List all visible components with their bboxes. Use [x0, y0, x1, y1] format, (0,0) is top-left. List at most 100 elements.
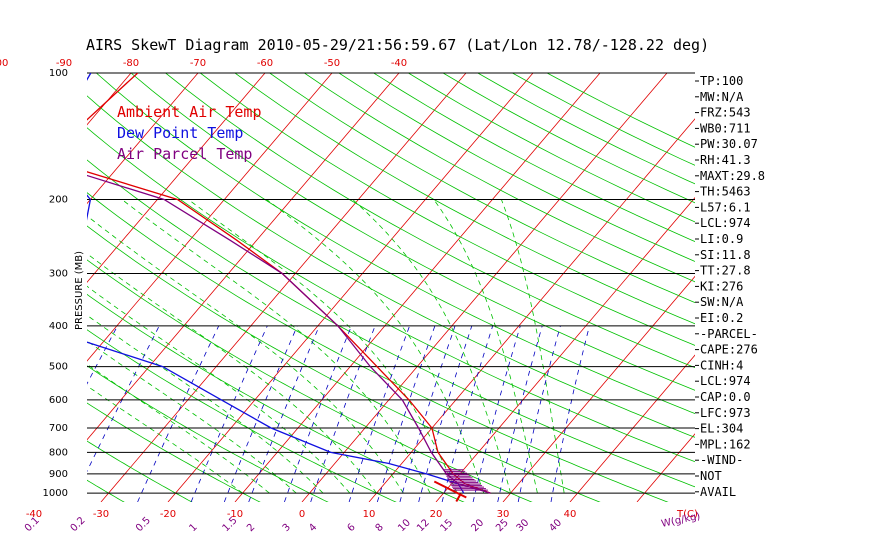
- pressure-tick-label: 200: [49, 194, 68, 205]
- mixing-ratio-tick-label: 0.2: [69, 515, 88, 534]
- index-label: SW:N/A: [700, 295, 744, 309]
- dry-adiabat-line: [200, 73, 695, 346]
- pressure-tick-label: 700: [49, 423, 68, 434]
- index-label: -WIND-: [700, 453, 743, 467]
- dewpoint-profile-line: [87, 73, 465, 494]
- chart-title: AIRS SkewT Diagram 2010-05-29/21:56:59.6…: [86, 36, 709, 54]
- sounding-profiles: [87, 73, 491, 494]
- wind-barb-shaft: [433, 480, 467, 499]
- wind-barb-flag: [455, 494, 462, 503]
- index-label: TP:100: [700, 74, 743, 88]
- moist-adiabat-line: [188, 199, 458, 494]
- axis-tick-labels: -120-110-100-90-80-70-60-50-40-50-40-30-…: [0, 58, 576, 534]
- mixing-ratio-line: [517, 325, 561, 502]
- bottom-temperature-tick-label: -40: [26, 509, 42, 520]
- dry-adiabat-line: [442, 73, 695, 204]
- bottom-temperature-tick-label: 40: [564, 509, 577, 520]
- dry-adiabat-line: [130, 73, 695, 391]
- mixing-ratio-line: [550, 325, 590, 502]
- isotherm-line: [87, 73, 333, 362]
- top-temperature-tick-label: -100: [0, 58, 8, 69]
- bottom-temperature-tick-label: -30: [93, 509, 109, 520]
- dry-adiabat-line: [87, 479, 125, 502]
- moist-adiabat-line: [433, 199, 538, 494]
- pressure-tick-label: 300: [49, 268, 68, 279]
- moist-adiabat-line: [266, 199, 485, 494]
- mixing-ratio-tick-label: 6: [345, 522, 357, 534]
- index-label: MAXT:29.8: [700, 169, 765, 183]
- mixing-ratio-line: [497, 325, 543, 502]
- dry-adiabat-line: [165, 73, 695, 369]
- dry-adiabat-line: [87, 192, 669, 502]
- index-label: LI:0.9: [700, 232, 743, 246]
- dry-adiabat-line: [269, 73, 695, 304]
- legend: Ambient Air Temp Dew Point Temp Air Parc…: [117, 103, 262, 163]
- mixing-ratio-line: [284, 325, 352, 502]
- top-temperature-tick-label: -80: [123, 58, 139, 69]
- legend-ambient: Ambient Air Temp: [117, 103, 262, 121]
- mixing-ratio-lines: [87, 325, 590, 502]
- dry-adiabat-line: [373, 73, 695, 242]
- index-label: EL:304: [700, 422, 743, 436]
- moist-adiabat-line: [352, 199, 511, 494]
- index-label: KI:276: [700, 279, 743, 293]
- mixing-ratio-line: [399, 325, 456, 502]
- dry-adiabat-line: [87, 95, 695, 438]
- dry-adiabat-line: [512, 73, 695, 166]
- moist-adiabat-line: [87, 363, 270, 494]
- index-label: WB0:711: [700, 121, 751, 135]
- top-temperature-tick-label: -70: [190, 58, 206, 69]
- mixing-ratio-tick-label: 10: [396, 517, 413, 534]
- index-label: NOT: [700, 469, 722, 483]
- mixing-ratio-tick-label: 4: [307, 522, 319, 534]
- mixing-ratio-line: [418, 325, 473, 502]
- isotherm-lines: [0, 73, 695, 502]
- bottom-temperature-tick-label: 0: [299, 509, 305, 520]
- moist-adiabat-lines: [87, 199, 565, 494]
- ambient-profile-line: [87, 73, 491, 494]
- pressure-tick-label: 1000: [43, 488, 68, 499]
- index-label: PW:30.07: [700, 137, 758, 151]
- index-label: LFC:973: [700, 406, 751, 420]
- mixing-ratio-line: [223, 325, 298, 502]
- mixing-ratio-tick-label: 20: [469, 517, 486, 534]
- index-label: FRZ:543: [700, 106, 751, 120]
- isotherm-line: [87, 73, 266, 283]
- isotherm-line: [569, 354, 695, 502]
- pressure-tick-label: 900: [49, 469, 68, 480]
- isotherm-line: [87, 73, 132, 126]
- parcel-profile-line: [87, 174, 491, 494]
- bottom-temperature-tick-label: -20: [160, 509, 176, 520]
- index-label: RH:41.3: [700, 153, 751, 167]
- bottom-temperature-tick-label: 30: [497, 509, 510, 520]
- mixing-ratio-line: [441, 325, 494, 502]
- bottom-temperature-tick-label: 20: [430, 509, 443, 520]
- isotherm-line: [301, 73, 668, 502]
- mixing-ratio-tick-label: 1: [187, 522, 199, 534]
- index-label: TT:27.8: [700, 264, 751, 278]
- dry-adiabat-line: [96, 73, 695, 414]
- y-axis-label: PRESSURE (MB): [74, 251, 85, 330]
- mixing-ratio-line: [348, 325, 410, 502]
- mixing-ratio-tick-label: 8: [374, 522, 386, 534]
- bottom-temperature-tick-label: -10: [227, 509, 243, 520]
- dry-adiabat-line: [338, 73, 695, 262]
- isotherm-line: [435, 196, 695, 502]
- index-label: MPL:162: [700, 437, 751, 451]
- moist-adiabat-line: [501, 199, 565, 494]
- moist-adiabat-line: [87, 340, 297, 494]
- index-label: -PARCEL-: [700, 327, 758, 341]
- pressure-tick-label: 400: [49, 321, 68, 332]
- isotherm-line: [0, 73, 64, 502]
- x-axis-unit: T(C): [676, 509, 698, 520]
- isotherm-line: [502, 275, 695, 502]
- mixing-ratio-tick-label: 2: [245, 522, 257, 534]
- top-temperature-tick-label: -50: [324, 58, 340, 69]
- pressure-tick-label: 100: [49, 68, 68, 79]
- moist-adiabat-line: [87, 385, 243, 494]
- legend-dewpoint: Dew Point Temp: [117, 124, 243, 142]
- top-temperature-tick-label: -60: [257, 58, 273, 69]
- bottom-temperature-tick-label: 10: [363, 509, 376, 520]
- pressure-tick-label: 800: [49, 447, 68, 458]
